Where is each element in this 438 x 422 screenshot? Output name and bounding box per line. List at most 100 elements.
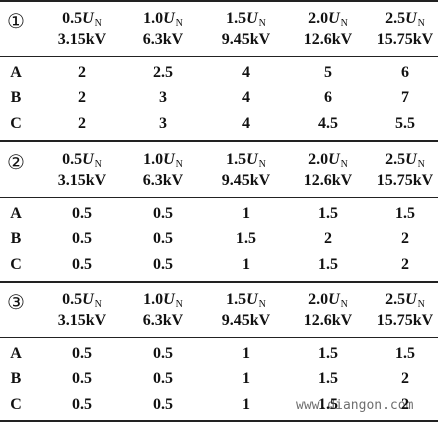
subscript: N (258, 299, 266, 310)
cell-value: 0.5 (153, 256, 173, 273)
factor: 0.5 (62, 151, 83, 168)
row-label: C (10, 396, 22, 413)
rule (0, 56, 438, 57)
row-label: A (10, 205, 22, 222)
rule (0, 197, 438, 198)
cell-value: 1.5 (318, 370, 338, 387)
subscript: N (94, 299, 102, 310)
cell-value: 4 (242, 64, 250, 81)
factor: 1.5 (226, 10, 247, 27)
cell-value: 4 (242, 115, 250, 132)
cell-value: 0.5 (72, 345, 92, 362)
subscript: N (94, 18, 102, 29)
cell-value: 1 (242, 205, 250, 222)
header-voltage: 15.75kV (376, 312, 434, 329)
symbol: U (246, 10, 258, 27)
cell-value: 1.5 (318, 396, 338, 413)
subscript: N (175, 159, 183, 170)
factor: 2.5 (385, 151, 406, 168)
header-voltage: 9.45kV (221, 312, 271, 329)
header-multiple: 2.0UN (308, 152, 348, 170)
subscript: N (94, 159, 102, 170)
header-voltage: 12.6kV (303, 172, 353, 189)
cell-value: 1.5 (318, 345, 338, 362)
rule (0, 420, 438, 422)
cell-value: 2 (401, 370, 409, 387)
header-multiple: 1.0UN (143, 11, 183, 29)
header-multiple: 1.5UN (226, 292, 266, 310)
symbol: U (328, 291, 340, 308)
symbol: U (405, 291, 417, 308)
factor: 2.5 (385, 10, 406, 27)
factor: 0.5 (62, 291, 83, 308)
cell-value: 1.5 (395, 205, 415, 222)
rule (0, 0, 438, 2)
cell-value: 2 (78, 89, 86, 106)
header-multiple: 1.0UN (143, 292, 183, 310)
cell-value: 3 (159, 89, 167, 106)
cell-value: 0.5 (72, 205, 92, 222)
cell-value: 6 (401, 64, 409, 81)
header-voltage: 12.6kV (303, 312, 353, 329)
subscript: N (417, 159, 425, 170)
rule (0, 140, 438, 142)
header-voltage: 6.3kV (142, 312, 184, 329)
subscript: N (175, 18, 183, 29)
cell-value: 2 (78, 115, 86, 132)
header-voltage: 15.75kV (376, 31, 434, 48)
symbol: U (82, 151, 94, 168)
symbol: U (163, 291, 175, 308)
subscript: N (340, 299, 348, 310)
symbol: U (163, 151, 175, 168)
cell-value: 3 (159, 115, 167, 132)
header-multiple: 0.5UN (62, 11, 102, 29)
factor: 2.5 (385, 291, 406, 308)
cell-value: 1.5 (318, 256, 338, 273)
cell-value: 7 (401, 89, 409, 106)
factor: 1.0 (143, 10, 164, 27)
header-multiple: 1.5UN (226, 11, 266, 29)
subscript: N (175, 299, 183, 310)
factor: 1.0 (143, 291, 164, 308)
cell-value: 4.5 (318, 115, 338, 132)
row-label: B (10, 370, 22, 387)
symbol: U (82, 291, 94, 308)
section-marker: ③ (7, 292, 25, 314)
symbol: U (405, 10, 417, 27)
cell-value: 1.5 (236, 230, 256, 247)
cell-value: 0.5 (72, 396, 92, 413)
subscript: N (258, 18, 266, 29)
cell-value: 6 (324, 89, 332, 106)
cell-value: 2 (78, 64, 86, 81)
cell-value: 0.5 (72, 230, 92, 247)
row-label: A (10, 64, 22, 81)
cell-value: 2 (401, 396, 409, 413)
header-multiple: 2.0UN (308, 11, 348, 29)
factor: 1.5 (226, 291, 247, 308)
cell-value: 2.5 (153, 64, 173, 81)
header-multiple: 2.0UN (308, 292, 348, 310)
subscript: N (340, 18, 348, 29)
section-marker: ② (7, 152, 25, 174)
symbol: U (82, 10, 94, 27)
header-multiple: 1.0UN (143, 152, 183, 170)
rule (0, 281, 438, 283)
subscript: N (417, 18, 425, 29)
cell-value: 2 (324, 230, 332, 247)
subscript: N (340, 159, 348, 170)
header-multiple: 2.5UN (385, 152, 425, 170)
cell-value: 0.5 (72, 256, 92, 273)
row-label: C (10, 256, 22, 273)
row-label: B (10, 230, 22, 247)
symbol: U (163, 10, 175, 27)
row-label: A (10, 345, 22, 362)
cell-value: 1.5 (395, 345, 415, 362)
cell-value: 0.5 (72, 370, 92, 387)
subscript: N (417, 299, 425, 310)
subscript: N (258, 159, 266, 170)
cell-value: 0.5 (153, 370, 173, 387)
symbol: U (328, 151, 340, 168)
watermark: www.diangon.com (296, 398, 414, 413)
factor: 0.5 (62, 10, 83, 27)
cell-value: 5 (324, 64, 332, 81)
